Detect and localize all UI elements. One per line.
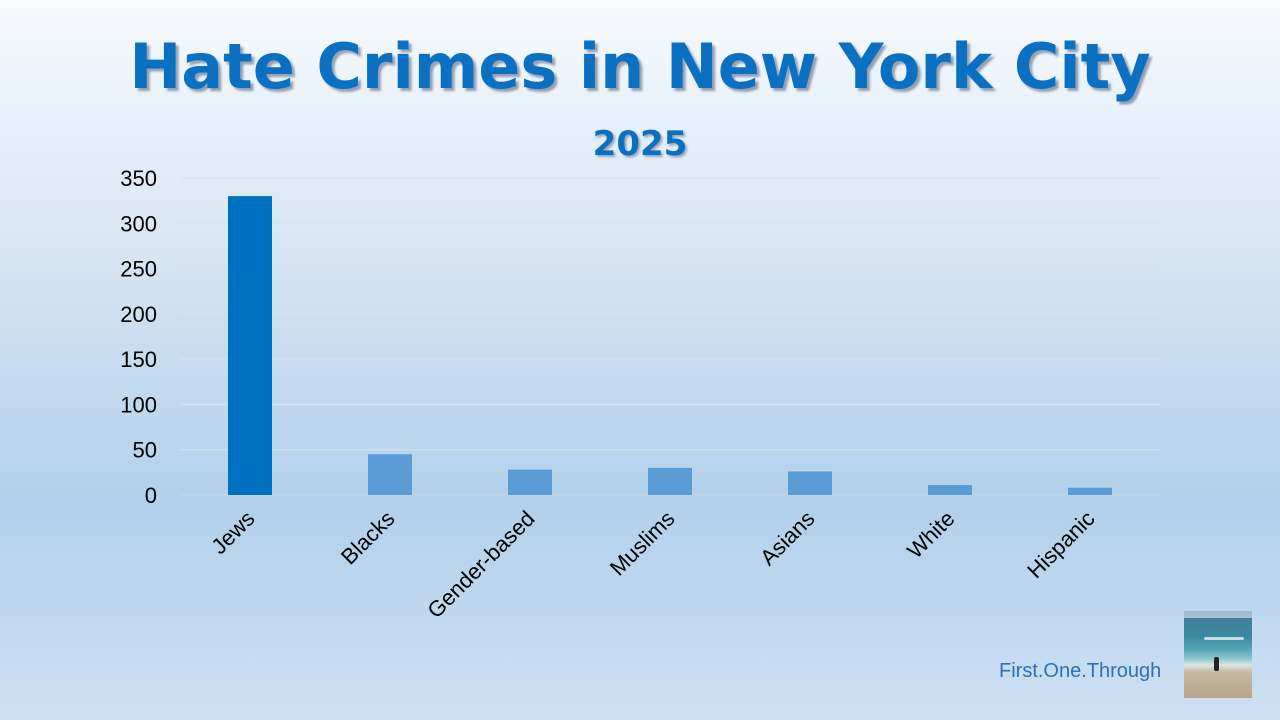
bar-asians [788,471,832,495]
y-tick-label: 350 [120,166,157,191]
credit-text: First.One.Through [999,660,1162,682]
bar-white [928,485,972,495]
beach-photo [1184,611,1252,698]
y-tick-label: 250 [120,257,157,282]
y-tick-label: 50 [133,438,157,463]
chart-title: Hate Crimes in New York City [129,30,1151,103]
y-tick-label: 200 [120,302,157,327]
x-tick-label: Asians [755,506,819,570]
x-tick-label: Blacks [336,506,399,569]
chart-subtitle: 2025 [592,124,688,164]
y-tick-label: 150 [120,347,157,372]
y-tick-label: 100 [120,392,157,417]
x-tick-label: Muslims [605,506,680,581]
x-tick-label: Jews [206,506,259,559]
x-tick-label: White [902,506,959,563]
bar-jews [228,196,272,495]
bar-hispanic [1068,487,1112,495]
bar-muslims [648,467,692,495]
bar-blacks [368,454,412,495]
x-tick-label: Gender-based [422,506,539,623]
y-tick-label: 0 [145,483,157,508]
bar-gender-based [508,469,552,495]
y-tick-label: 300 [120,211,157,236]
x-tick-label: Hispanic [1022,506,1099,583]
